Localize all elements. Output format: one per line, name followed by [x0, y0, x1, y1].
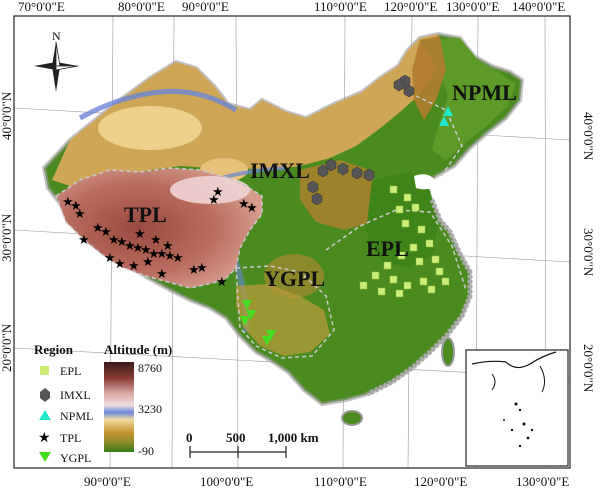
lon-label-bottom-2: 110°0'0"E	[314, 474, 367, 489]
region-label-npml: NPML	[452, 80, 517, 105]
legend-item-ygpl: YGPL	[60, 451, 91, 465]
tarim-basin	[98, 106, 202, 150]
svg-text:★: ★	[116, 235, 128, 250]
lat-label-right-1: 30°0'0"N	[581, 228, 596, 277]
scale-bar: 0 500 1,000 km	[186, 430, 319, 458]
svg-text:★: ★	[134, 227, 146, 242]
hexagon-icon	[40, 388, 50, 402]
svg-text:★: ★	[104, 251, 116, 266]
svg-text:★: ★	[124, 239, 136, 254]
svg-text:★: ★	[114, 257, 126, 272]
taiwan	[441, 337, 455, 367]
altitude-min-label: -90	[138, 444, 154, 458]
lon-label-top-0: 70°0'0"E	[18, 0, 65, 14]
svg-text:★: ★	[172, 251, 184, 266]
imxl-markers	[307, 74, 415, 206]
lon-label-bottom-4: 130°0'0"E	[516, 474, 569, 489]
svg-text:★: ★	[78, 233, 90, 248]
altitude-mid-label: 3230	[138, 402, 162, 416]
svg-text:★: ★	[238, 197, 250, 212]
region-label-ygpl: YGPL	[264, 266, 325, 291]
legend-altitude: Altitude (m) 8760 3230 -90	[104, 342, 172, 458]
legend-region-title: Region	[34, 342, 74, 357]
square-icon	[40, 366, 49, 375]
svg-text:★: ★	[246, 201, 258, 216]
loess-plateau	[300, 160, 384, 230]
svg-text:★: ★	[100, 225, 112, 240]
legend-altitude-title: Altitude (m)	[104, 342, 172, 357]
yunnan-guizhou-plateau	[236, 284, 330, 356]
svg-text:★: ★	[208, 193, 220, 208]
svg-text:★: ★	[142, 255, 154, 270]
coastline	[366, 199, 473, 397]
region-label-imxl: IMXL	[250, 158, 310, 183]
lon-label-top-2: 90°0'0"E	[182, 0, 229, 14]
down-triangle-icon	[39, 452, 51, 462]
region-label-tpl: TPL	[124, 202, 167, 227]
svg-text:★: ★	[128, 259, 140, 274]
legend-region: Region EPL IMXL NPML ★ TPL YGPL	[34, 342, 93, 465]
lon-label-bottom-0: 90°0'0"E	[84, 474, 131, 489]
svg-text:★: ★	[150, 233, 162, 248]
lat-label-left-1: 30°0'0"N	[0, 213, 14, 262]
lon-label-bottom-3: 120°0'0"E	[414, 474, 467, 489]
svg-text:★: ★	[62, 195, 74, 210]
epl-markers	[359, 185, 450, 298]
svg-text:★: ★	[212, 185, 224, 200]
star-icon: ★	[38, 430, 51, 446]
legend-item-imxl: IMXL	[60, 388, 91, 402]
svg-text:★: ★	[108, 233, 120, 248]
scale-label-0: 0	[186, 430, 193, 445]
svg-text:★: ★	[164, 249, 176, 264]
svg-text:★: ★	[140, 243, 152, 258]
hainan	[341, 410, 363, 426]
china-landmass	[41, 31, 525, 426]
bohai-sea	[414, 174, 438, 190]
svg-text:★: ★	[156, 267, 168, 282]
svg-text:★: ★	[162, 239, 174, 254]
legend-item-npml: NPML	[60, 409, 93, 423]
lat-label-right-2: 20°0'0"N	[581, 344, 596, 393]
plateau-high-center	[170, 176, 250, 204]
region-label-epl: EPL	[366, 236, 409, 261]
altitude-max-label: 8760	[138, 361, 162, 375]
legend-item-tpl: TPL	[60, 431, 81, 445]
north-label: N	[52, 29, 61, 43]
lon-label-top-5: 130°0'0"E	[446, 0, 499, 14]
svg-text:★: ★	[148, 247, 160, 262]
lon-label-top-4: 120°0'0"E	[384, 0, 437, 14]
sichuan-basin	[264, 254, 324, 298]
scale-label-500: 500	[226, 430, 246, 445]
svg-text:★: ★	[92, 221, 104, 236]
south-china-sea-inset	[465, 349, 569, 467]
lat-label-left-0: 40°0'0"N	[0, 91, 14, 140]
lat-label-left-2: 20°0'0"N	[0, 323, 14, 372]
svg-text:★: ★	[70, 199, 82, 214]
scale-label-1000: 1,000 km	[268, 430, 319, 445]
lon-label-top-6: 140°0'0"E	[512, 0, 565, 14]
lon-label-top-1: 80°0'0"E	[118, 0, 165, 14]
tianshan-band	[78, 88, 238, 121]
triangle-icon	[39, 410, 51, 420]
altitude-colorbar	[104, 362, 134, 452]
npml-markers	[439, 106, 453, 126]
north-arrow: N	[34, 29, 79, 92]
svg-text:★: ★	[196, 261, 208, 276]
lat-label-right-0: 40°0'0"N	[581, 112, 596, 161]
lon-label-bottom-1: 100°0'0"E	[200, 474, 253, 489]
svg-text:★: ★	[156, 247, 168, 262]
svg-text:★: ★	[216, 275, 228, 290]
greater-khingan	[412, 36, 446, 120]
svg-text:★: ★	[132, 241, 144, 256]
svg-text:★: ★	[74, 207, 86, 222]
svg-text:★: ★	[188, 263, 200, 278]
ygpl-markers	[240, 300, 276, 346]
lon-label-top-3: 110°0'0"E	[314, 0, 367, 14]
legend-item-epl: EPL	[60, 364, 81, 378]
tpl-markers: ★★★ ★★★ ★★★ ★★★ ★★★ ★★ ★ ★★ ★ ★★★ ★★★ ★ ★★	[62, 185, 258, 290]
